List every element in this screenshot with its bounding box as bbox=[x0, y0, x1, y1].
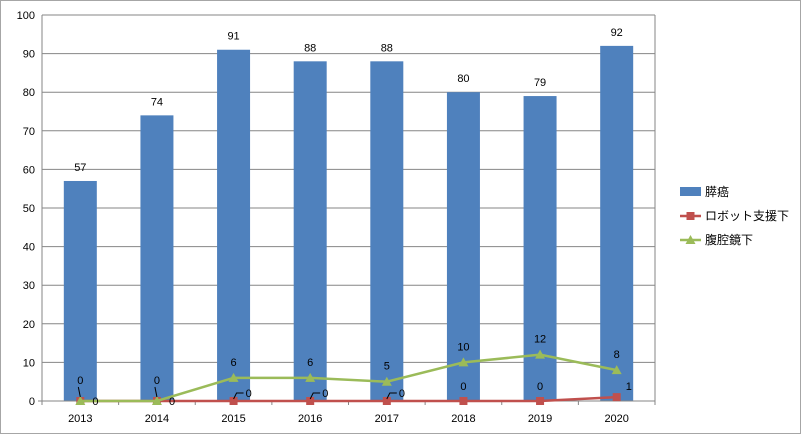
bar-data-label: 88 bbox=[381, 42, 393, 54]
y-tick-label: 30 bbox=[23, 280, 35, 292]
bar bbox=[293, 61, 327, 401]
y-tick-label: 90 bbox=[23, 49, 35, 61]
triangle-marker bbox=[611, 365, 622, 375]
legend-label: ロボット支援下 bbox=[705, 209, 789, 223]
x-tick-label: 2018 bbox=[451, 413, 475, 425]
y-tick-label: 40 bbox=[23, 242, 35, 254]
triangle-marker bbox=[458, 357, 469, 367]
bar-data-label: 92 bbox=[611, 27, 623, 39]
line-data-label: 0 bbox=[322, 388, 328, 400]
square-marker bbox=[382, 397, 391, 405]
series-line bbox=[80, 395, 617, 403]
leader-line bbox=[309, 392, 321, 400]
y-tick-label: 20 bbox=[23, 319, 35, 331]
square-marker bbox=[306, 397, 315, 405]
line-data-label: 6 bbox=[231, 357, 237, 369]
square-marker bbox=[536, 397, 545, 405]
x-tick-label: 2020 bbox=[604, 413, 628, 425]
y-tick-label: 70 bbox=[23, 126, 35, 138]
line-data-label: 0 bbox=[537, 381, 543, 393]
x-tick-label: 2013 bbox=[68, 413, 92, 425]
y-tick-label: 50 bbox=[23, 203, 35, 215]
bar-data-label: 57 bbox=[74, 162, 86, 174]
x-tick-label: 2014 bbox=[145, 413, 169, 425]
line-data-label: 8 bbox=[614, 349, 620, 361]
line-data-label: 0 bbox=[77, 375, 83, 387]
square-marker bbox=[459, 397, 468, 405]
triangle-marker bbox=[228, 372, 239, 382]
triangle-marker bbox=[151, 396, 162, 405]
x-tick-label: 2019 bbox=[528, 413, 552, 425]
square-marker bbox=[686, 212, 695, 220]
line-data-label: 0 bbox=[460, 381, 466, 393]
legend-label: 膵癌 bbox=[705, 184, 729, 199]
legend-label: 腹腔鏡下 bbox=[705, 232, 753, 247]
square-marker bbox=[612, 393, 621, 402]
line-data-label: 6 bbox=[307, 357, 313, 369]
bar-data-label: 79 bbox=[534, 77, 546, 89]
triangle-marker bbox=[305, 372, 316, 382]
line-data-label: 0 bbox=[169, 396, 175, 408]
line-data-label: 0 bbox=[92, 396, 98, 408]
triangle-marker bbox=[535, 349, 546, 359]
line-data-label: 5 bbox=[384, 361, 390, 373]
y-tick-label: 100 bbox=[17, 10, 35, 22]
bar-data-label: 88 bbox=[304, 42, 316, 54]
y-tick-label: 0 bbox=[29, 396, 35, 408]
line-data-label: 1 bbox=[626, 381, 632, 393]
y-tick-label: 60 bbox=[23, 164, 35, 176]
leader-line bbox=[386, 392, 397, 400]
line-data-label: 12 bbox=[534, 334, 546, 346]
triangle-marker bbox=[685, 235, 696, 244]
square-marker bbox=[229, 397, 238, 405]
bar-series bbox=[63, 45, 634, 402]
gridlines bbox=[42, 14, 656, 401]
triangle-marker bbox=[75, 396, 86, 405]
triangle-marker bbox=[381, 376, 392, 386]
bar-data-label: 91 bbox=[227, 31, 239, 43]
leader-line bbox=[77, 386, 81, 398]
bar bbox=[140, 115, 174, 402]
x-tick-label: 2015 bbox=[221, 413, 245, 425]
x-tick-label: 2016 bbox=[298, 413, 322, 425]
leader-line bbox=[154, 386, 158, 398]
y-tick-label: 80 bbox=[23, 87, 35, 99]
y-tick-label: 10 bbox=[23, 357, 35, 369]
bar bbox=[600, 45, 634, 401]
bar-data-label: 80 bbox=[457, 73, 469, 85]
bar bbox=[370, 61, 404, 401]
series-line bbox=[80, 353, 617, 403]
bar bbox=[446, 92, 480, 401]
bar bbox=[63, 180, 97, 401]
legend-swatch-bar bbox=[680, 187, 701, 196]
line-series bbox=[75, 349, 622, 405]
line-data-label: 0 bbox=[246, 388, 252, 400]
bar bbox=[217, 49, 251, 402]
line-data-label: 10 bbox=[457, 341, 469, 353]
bar-data-label: 74 bbox=[151, 96, 163, 108]
leader-line bbox=[233, 392, 244, 400]
line-data-label: 0 bbox=[154, 375, 160, 387]
line-data-label: 0 bbox=[399, 388, 405, 400]
x-tick-label: 2017 bbox=[375, 413, 399, 425]
